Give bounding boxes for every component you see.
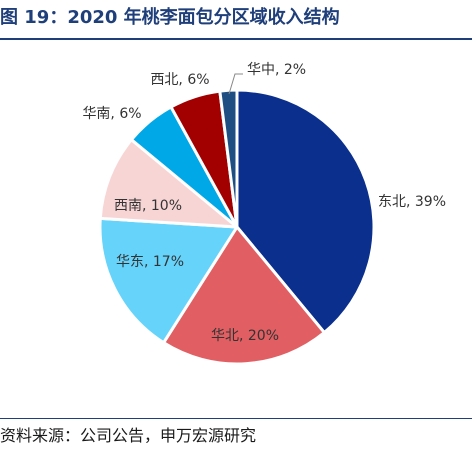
pie-slice-7 (218, 88, 239, 229)
pie-labels: 东北, 39% 华北, 20% 华东, 17% 西南, 10% 华南, 6% 西北, 6%… (82, 62, 446, 344)
pie-slice-1 (235, 88, 376, 335)
pie-slice-2 (162, 225, 326, 366)
pie-label-6: 西北, 6% (150, 72, 209, 88)
pie-slice-4 (98, 138, 239, 229)
leader-line (228, 73, 243, 95)
pie-label-1: 东北, 39% (378, 194, 446, 210)
pie-label-4: 西南, 10% (114, 198, 182, 214)
pie-label-5: 华南, 6% (82, 106, 141, 122)
footer-divider (0, 418, 472, 419)
pie-slice-3 (98, 216, 239, 345)
pie-label-2: 华北, 20% (211, 328, 279, 344)
title-divider (0, 38, 472, 40)
pie-chart: 东北, 39% 华北, 20% 华东, 17% 西南, 10% 华南, 6% 西北, 6%… (82, 62, 446, 366)
pie-label-7: 华中, 2% (247, 62, 306, 78)
source-note: 资料来源：公司公告，申万宏源研究 (0, 426, 257, 445)
chart-title: 图 19：2020 年桃李面包分区域收入结构 (0, 7, 340, 28)
pie-label-3: 华东, 17% (116, 254, 184, 270)
pie-slices (98, 88, 376, 366)
